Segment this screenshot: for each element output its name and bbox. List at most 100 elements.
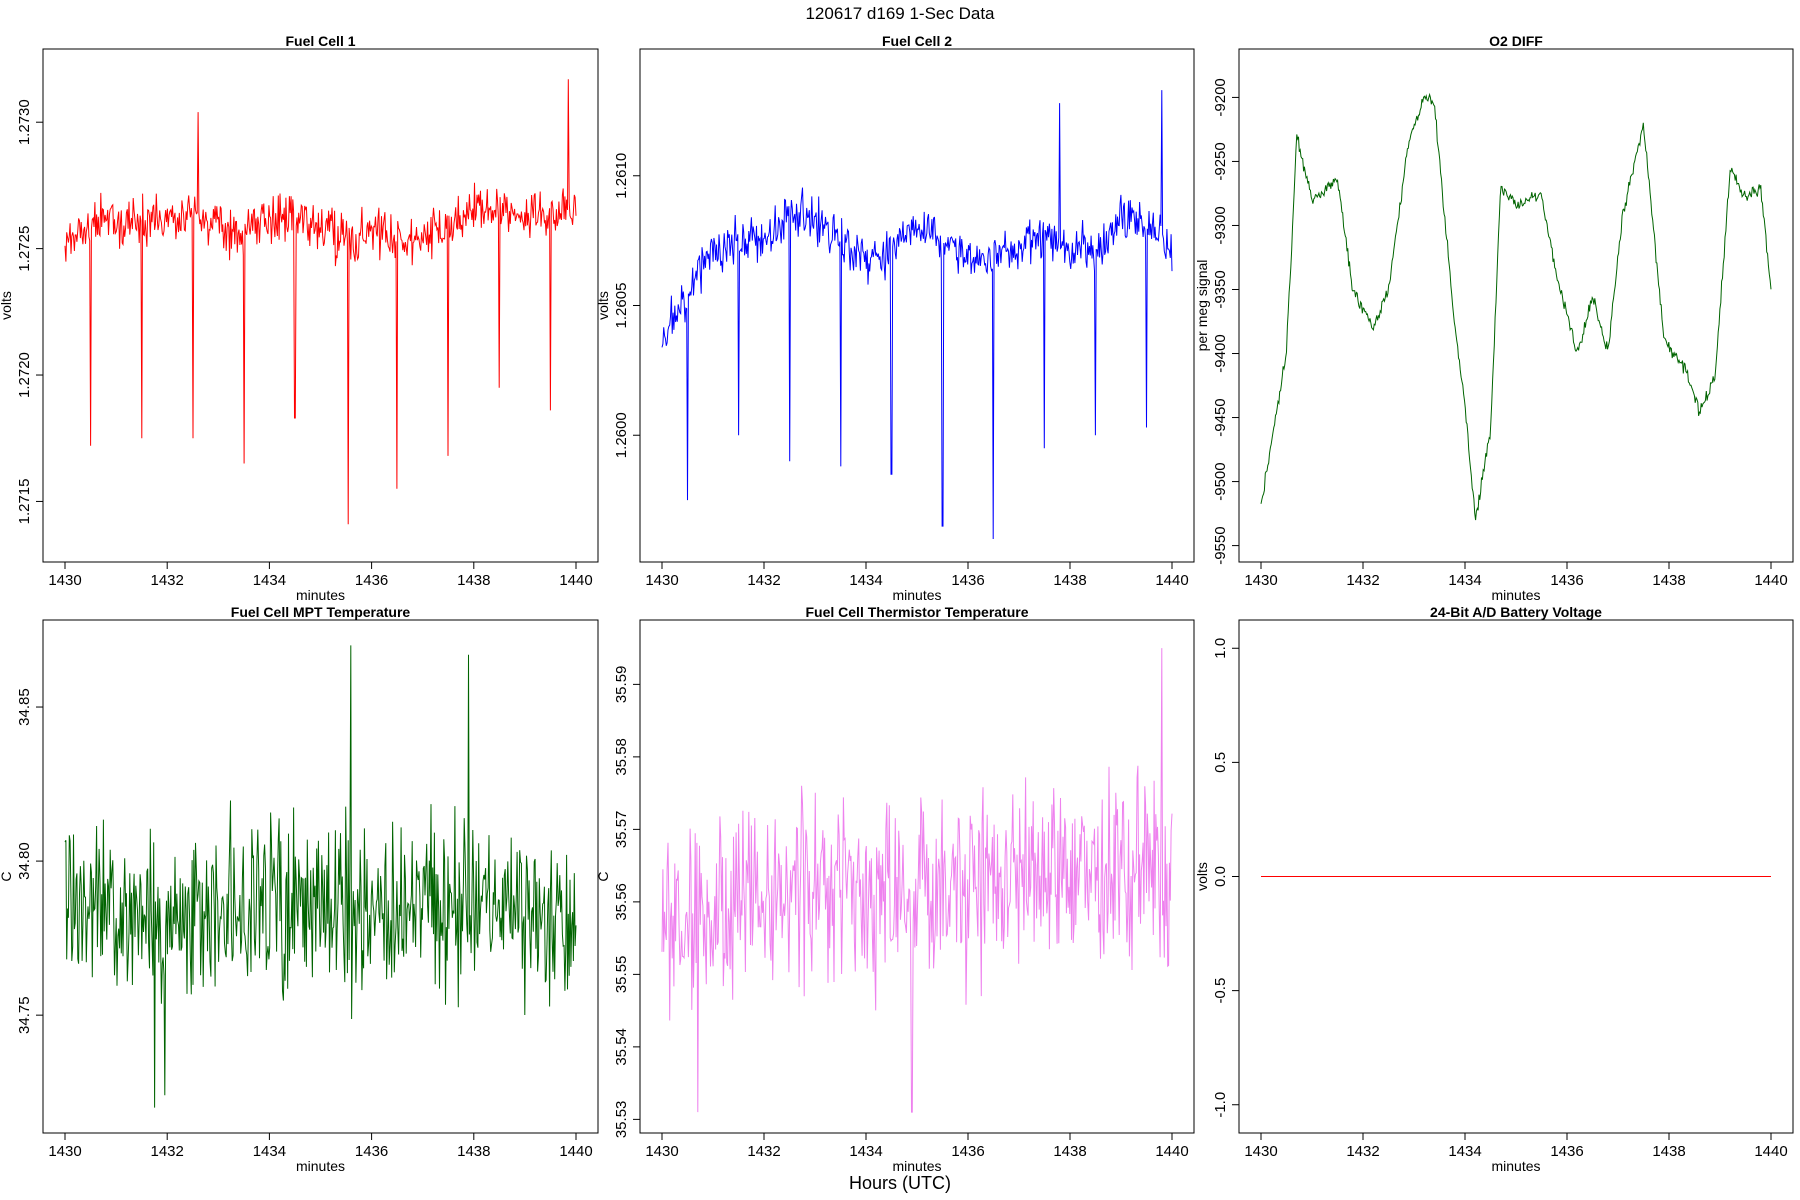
y-axis: 1.2600 1.2605 1.2610 <box>613 153 641 458</box>
x-tick-label: 1436 <box>1550 572 1583 589</box>
series-line <box>661 648 1173 1113</box>
x-tick-label: 1432 <box>1346 1143 1379 1160</box>
x-tick-label: 1440 <box>1754 572 1787 589</box>
x-tick-label: 1434 <box>1448 1143 1481 1160</box>
y-tick-label: -9500 <box>1212 462 1229 500</box>
y-tick-label: -9350 <box>1212 270 1229 308</box>
panel-title: Fuel Cell 1 <box>285 33 355 49</box>
y-tick-label: 34.75 <box>16 996 33 1034</box>
y-tick-label: -1.0 <box>1212 1092 1229 1118</box>
y-axis: 35.53 35.54 35.55 35.56 35.57 35.58 35.59 <box>613 666 641 1139</box>
y-tick-label: 0.0 <box>1212 866 1229 887</box>
y-tick-label: 34.85 <box>16 688 33 726</box>
x-tick-label: 1436 <box>1550 1143 1583 1160</box>
x-tick-label: 1432 <box>747 572 780 589</box>
x-axis-label: minutes <box>1491 587 1540 603</box>
x-axis: 1430 1432 1434 1436 1438 1440 <box>1244 1132 1788 1160</box>
y-tick-label: 1.0 <box>1212 638 1229 659</box>
x-axis: 1430 1432 1434 1436 1438 1440 <box>48 1132 593 1160</box>
y-axis: -1.0 -0.5 0.0 0.5 1.0 <box>1212 638 1240 1118</box>
panel-title: Fuel Cell MPT Temperature <box>231 604 411 620</box>
chart-panel-2: Fuel Cell 2 1430 1432 1434 1436 1438 1440 minut… <box>595 33 1195 603</box>
x-tick-label: 1430 <box>1244 572 1277 589</box>
panel-title: Fuel Cell Thermistor Temperature <box>805 604 1028 620</box>
y-tick-label: 1.2730 <box>16 99 33 145</box>
x-tick-label: 1440 <box>1754 1143 1787 1160</box>
x-tick-label: 1432 <box>151 572 184 589</box>
x-tick-label: 1430 <box>645 1143 678 1160</box>
y-tick-label: 35.57 <box>613 811 630 849</box>
x-tick-label: 1434 <box>1448 572 1481 589</box>
series-line <box>64 645 577 1108</box>
y-axis: -9550 -9500 -9450 -9400 -9350 -9300 -9250 -9200 <box>1212 78 1240 565</box>
panel-title: 24-Bit A/D Battery Voltage <box>1430 604 1602 620</box>
x-axis-label: minutes <box>892 1158 941 1174</box>
series-line <box>1260 92 1772 521</box>
panel-title: Fuel Cell 2 <box>882 33 952 49</box>
plot-frame <box>42 619 599 1134</box>
y-axis-label: volts <box>595 291 611 320</box>
x-tick-label: 1438 <box>457 1143 490 1160</box>
y-tick-label: 35.54 <box>613 1028 630 1066</box>
x-axis: 1430 1432 1434 1436 1438 1440 <box>48 561 593 589</box>
y-tick-label: 1.2720 <box>16 352 33 398</box>
chart-panel-5: Fuel Cell Thermistor Temperature 1430 1432… <box>595 604 1195 1174</box>
x-tick-label: 1436 <box>951 572 984 589</box>
x-tick-label: 1440 <box>1155 1143 1188 1160</box>
y-tick-label: 35.53 <box>613 1101 630 1139</box>
x-tick-label: 1436 <box>355 572 388 589</box>
y-tick-label: -9450 <box>1212 398 1229 436</box>
x-tick-label: 1440 <box>1155 572 1188 589</box>
y-axis-label: volts <box>1194 862 1210 891</box>
x-axis: 1430 1432 1434 1436 1438 1440 <box>645 561 1189 589</box>
x-axis-label: minutes <box>296 587 345 603</box>
figure-x-label: Hours (UTC) <box>849 1173 951 1193</box>
series-line <box>661 90 1173 540</box>
chart-panel-3: O2 DIFF 1430 1432 1434 1436 1438 1440 minutes -9… <box>1194 33 1794 603</box>
chart-panels: Fuel Cell 1 1430 1432 1434 1436 1438 1440 minut… <box>0 33 1794 1174</box>
x-tick-label: 1432 <box>1346 572 1379 589</box>
x-axis-label: minutes <box>892 587 941 603</box>
plot-frame <box>42 48 599 563</box>
y-axis-label: C <box>595 871 611 881</box>
x-axis-label: minutes <box>296 1158 345 1174</box>
x-tick-label: 1438 <box>1652 572 1685 589</box>
x-tick-label: 1430 <box>645 572 678 589</box>
y-axis-label: C <box>0 871 14 881</box>
y-tick-label: -0.5 <box>1212 978 1229 1004</box>
x-tick-label: 1430 <box>48 572 81 589</box>
y-tick-label: -9300 <box>1212 206 1229 244</box>
x-tick-label: 1440 <box>559 1143 592 1160</box>
x-tick-label: 1438 <box>1652 1143 1685 1160</box>
y-axis: 1.2715 1.2720 1.2725 1.2730 <box>16 99 44 524</box>
x-axis: 1430 1432 1434 1436 1438 1440 <box>1244 561 1788 589</box>
x-tick-label: 1438 <box>457 572 490 589</box>
y-tick-label: 34.80 <box>16 842 33 880</box>
x-tick-label: 1440 <box>559 572 592 589</box>
y-tick-label: 35.55 <box>613 956 630 994</box>
x-tick-label: 1434 <box>253 572 286 589</box>
x-tick-label: 1434 <box>849 572 882 589</box>
y-tick-label: -9550 <box>1212 526 1229 564</box>
panel-title: O2 DIFF <box>1489 33 1543 49</box>
y-axis-label: per meg signal <box>1194 260 1210 352</box>
x-tick-label: 1434 <box>849 1143 882 1160</box>
x-tick-label: 1438 <box>1053 1143 1086 1160</box>
y-tick-label: 0.5 <box>1212 752 1229 773</box>
plot-frame <box>1238 48 1794 563</box>
y-tick-label: 35.58 <box>613 738 630 776</box>
x-axis: 1430 1432 1434 1436 1438 1440 <box>645 1132 1189 1160</box>
y-tick-label: -9250 <box>1212 142 1229 180</box>
y-tick-label: 1.2610 <box>613 153 630 199</box>
y-axis-label: volts <box>0 291 14 320</box>
y-tick-label: -9200 <box>1212 78 1229 116</box>
y-tick-label: 1.2605 <box>613 283 630 329</box>
y-tick-label: 1.2725 <box>16 226 33 272</box>
x-tick-label: 1432 <box>747 1143 780 1160</box>
plot-frame <box>639 48 1195 563</box>
y-tick-label: 35.59 <box>613 666 630 704</box>
chart-panel-1: Fuel Cell 1 1430 1432 1434 1436 1438 1440 minut… <box>0 33 599 603</box>
